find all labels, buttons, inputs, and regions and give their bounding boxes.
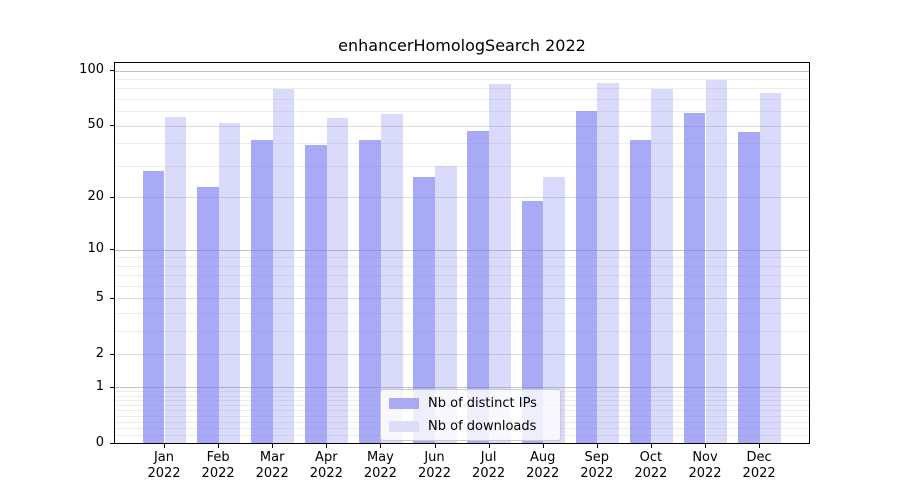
y-axis-tick-label: 1 bbox=[95, 378, 104, 394]
bar-downloads bbox=[218, 122, 241, 443]
gridline bbox=[115, 313, 809, 315]
bar-downloads bbox=[164, 116, 187, 443]
gridline bbox=[115, 165, 809, 167]
bar-distinct-ips bbox=[521, 201, 544, 443]
gridline bbox=[115, 298, 809, 300]
y-axis-tick-label: 20 bbox=[87, 188, 104, 204]
gridline bbox=[115, 197, 809, 199]
bar-distinct-ips bbox=[737, 132, 760, 443]
x-axis-label: Aug 2022 bbox=[526, 450, 560, 481]
x-axis-label: Mar 2022 bbox=[255, 450, 289, 481]
bar-distinct-ips bbox=[413, 177, 435, 443]
y-axis-tick bbox=[110, 249, 114, 250]
bar-downloads bbox=[597, 82, 619, 443]
gridline bbox=[115, 286, 809, 287]
y-axis-tick-label: 50 bbox=[87, 117, 104, 133]
y-axis-tick-label: 2 bbox=[95, 345, 104, 361]
gridline bbox=[115, 354, 809, 356]
x-axis-label: Nov 2022 bbox=[688, 450, 722, 481]
x-axis-tick bbox=[542, 444, 544, 448]
x-axis-label: May 2022 bbox=[363, 450, 397, 481]
bar-distinct-ips bbox=[683, 112, 706, 443]
x-axis-tick bbox=[218, 444, 220, 448]
x-axis-tick bbox=[380, 444, 382, 448]
bar-distinct-ips bbox=[467, 130, 490, 443]
gridline bbox=[115, 275, 809, 277]
legend-label: Nb of distinct IPs bbox=[428, 396, 537, 411]
legend-swatch-downloads bbox=[389, 421, 419, 432]
x-axis-label: Dec 2022 bbox=[742, 450, 776, 481]
gridline bbox=[115, 88, 809, 90]
gridline bbox=[115, 387, 809, 389]
bar-distinct-ips bbox=[359, 139, 381, 443]
bar-downloads bbox=[489, 83, 511, 443]
x-axis-tick bbox=[650, 444, 652, 448]
x-axis-tick bbox=[705, 444, 706, 448]
legend-label: Nb of downloads bbox=[428, 419, 537, 434]
gridline bbox=[115, 111, 809, 113]
bar-distinct-ips bbox=[142, 171, 165, 443]
bar-downloads bbox=[380, 114, 403, 443]
gridline bbox=[115, 143, 809, 145]
gridline bbox=[115, 70, 809, 72]
x-axis-label: Apr 2022 bbox=[309, 450, 343, 481]
x-axis-label: Feb 2022 bbox=[201, 450, 235, 481]
bar-distinct-ips bbox=[629, 139, 652, 443]
chart-title: enhancerHomologSearch 2022 bbox=[338, 36, 586, 55]
gridline bbox=[115, 125, 809, 127]
legend-row: Nb of downloads bbox=[389, 419, 552, 434]
gridline bbox=[115, 249, 809, 251]
gridline bbox=[115, 257, 809, 259]
x-axis-tick bbox=[164, 444, 165, 448]
bar-distinct-ips bbox=[251, 139, 273, 443]
gridline bbox=[115, 331, 809, 333]
gridline bbox=[115, 99, 809, 101]
bar-downloads bbox=[543, 177, 565, 443]
gridline bbox=[115, 265, 809, 267]
y-axis-tick-label: 0 bbox=[95, 434, 104, 450]
bar-downloads bbox=[272, 89, 295, 443]
x-axis-tick bbox=[596, 444, 598, 448]
legend-row: Nb of distinct IPs bbox=[389, 396, 552, 411]
bar-downloads bbox=[326, 118, 349, 443]
y-axis-tick bbox=[110, 70, 114, 72]
y-axis-tick-label: 5 bbox=[95, 289, 104, 305]
x-axis-label: Jan 2022 bbox=[147, 450, 181, 481]
y-axis-tick bbox=[110, 196, 114, 198]
x-axis-label: Oct 2022 bbox=[634, 450, 668, 481]
legend-swatch-distinct-ips bbox=[389, 398, 419, 409]
bar-downloads bbox=[759, 92, 782, 443]
bar-downloads bbox=[435, 165, 457, 443]
y-axis-tick bbox=[110, 297, 114, 299]
x-axis-tick bbox=[272, 444, 274, 448]
x-axis-tick bbox=[326, 444, 328, 448]
y-axis-tick bbox=[110, 125, 114, 127]
bar-downloads bbox=[705, 79, 728, 443]
y-axis-tick bbox=[110, 442, 114, 444]
bar-distinct-ips bbox=[575, 111, 598, 443]
bar-downloads bbox=[651, 89, 674, 443]
plot-area bbox=[114, 62, 810, 444]
bar-distinct-ips bbox=[305, 145, 327, 443]
x-axis-tick bbox=[434, 444, 436, 448]
y-axis-tick-label: 10 bbox=[87, 241, 104, 256]
y-axis-tick bbox=[110, 386, 114, 388]
x-axis-tick bbox=[759, 444, 761, 448]
legend: Nb of distinct IPs Nb of downloads bbox=[380, 389, 561, 441]
bar-distinct-ips bbox=[196, 186, 219, 443]
gridline bbox=[115, 79, 809, 80]
y-axis-tick bbox=[110, 353, 114, 355]
x-axis-tick bbox=[488, 444, 490, 448]
x-axis-label: Sep 2022 bbox=[580, 450, 614, 481]
x-axis-label: Jun 2022 bbox=[417, 450, 452, 481]
y-axis-tick-label: 100 bbox=[79, 62, 104, 78]
x-axis-label: Jul 2022 bbox=[472, 450, 506, 481]
